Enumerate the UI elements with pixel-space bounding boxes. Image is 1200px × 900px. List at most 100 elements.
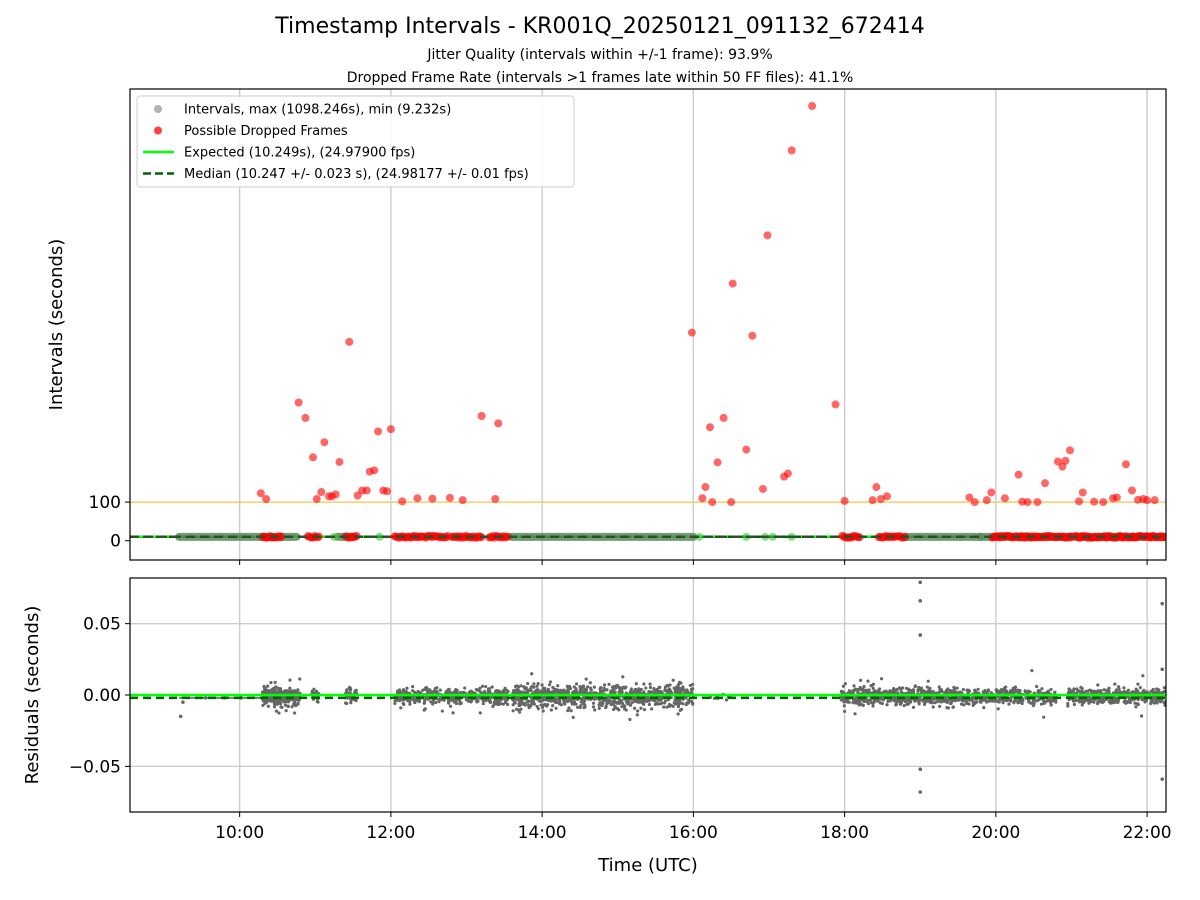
- dropped-frame-point: [1075, 497, 1084, 506]
- residual-point: [546, 687, 551, 692]
- dropped-frame-point: [1065, 446, 1074, 455]
- residual-point: [904, 698, 909, 702]
- residual-point: [439, 695, 443, 699]
- residual-point: [278, 690, 282, 694]
- residual-point: [841, 697, 845, 701]
- residual-point: [556, 688, 560, 692]
- residual-point: [293, 711, 297, 715]
- residual-point: [276, 690, 280, 694]
- residual-point: [553, 687, 557, 691]
- residual-point: [275, 702, 279, 706]
- residual-point: [503, 700, 508, 704]
- residual-point: [609, 702, 613, 707]
- residual-point: [345, 701, 349, 706]
- residual-point: [669, 703, 673, 708]
- residual-point: [935, 700, 940, 704]
- residual-point: [592, 685, 596, 689]
- residual-point: [653, 702, 658, 706]
- residual-point: [290, 705, 294, 709]
- residual-point: [984, 696, 988, 700]
- residual-point: [624, 708, 628, 712]
- residual-point: [1089, 689, 1094, 693]
- residual-point: [618, 688, 622, 692]
- residual-point: [597, 706, 601, 710]
- residual-point: [648, 685, 653, 690]
- residual-point: [989, 691, 993, 695]
- dropped-frame-point: [1121, 460, 1130, 469]
- residual-point: [523, 687, 527, 691]
- residual-point: [898, 702, 902, 706]
- residual-point: [434, 700, 438, 705]
- residual-point: [917, 702, 921, 706]
- residual-point: [525, 700, 530, 704]
- residual-point: [937, 690, 941, 694]
- residual-point: [1075, 687, 1079, 691]
- residual-point: [899, 690, 904, 694]
- residual-point: [876, 699, 880, 703]
- residual-point: [481, 701, 485, 706]
- residual-point: [421, 688, 425, 692]
- residual-point: [530, 684, 534, 689]
- residual-point: [583, 705, 587, 709]
- residual-point: [1001, 701, 1005, 705]
- residual-point: [353, 689, 358, 693]
- residual-point: [588, 681, 592, 685]
- y-tick-label: 0.00: [83, 686, 121, 706]
- residual-point: [447, 687, 451, 691]
- residual-point: [931, 705, 935, 709]
- residual-point: [862, 684, 866, 689]
- residual-point: [584, 677, 588, 681]
- residual-point: [918, 790, 923, 794]
- residual-point: [293, 697, 297, 701]
- residual-point: [628, 703, 633, 707]
- residual-point: [1053, 690, 1057, 694]
- residual-point: [843, 682, 847, 686]
- residual-point: [658, 685, 662, 689]
- residual-point: [840, 690, 844, 694]
- residual-point: [345, 688, 349, 692]
- residual-point: [1133, 701, 1137, 705]
- residual-point: [859, 702, 863, 706]
- residual-point: [953, 698, 957, 703]
- residual-point: [853, 688, 857, 692]
- residual-point: [918, 767, 923, 771]
- residual-point: [584, 691, 588, 695]
- residual-point: [1118, 691, 1122, 695]
- residual-point: [679, 689, 683, 693]
- residual-point: [679, 701, 683, 705]
- y-tick-label: 0: [110, 532, 121, 552]
- residual-point: [591, 705, 596, 709]
- residual-point: [298, 677, 302, 681]
- x-tick-label: 20:00: [971, 823, 1020, 843]
- residual-point: [1009, 696, 1013, 700]
- residual-point: [870, 691, 874, 695]
- dropped-frame-point: [1162, 533, 1166, 542]
- dropped-frame-point: [1143, 496, 1152, 505]
- residual-point: [593, 708, 597, 712]
- legend-label: Expected (10.249s), (24.97900 fps): [184, 146, 415, 161]
- residual-point: [634, 682, 638, 686]
- dropped-frame-point: [428, 494, 437, 503]
- residual-point: [911, 705, 916, 709]
- residual-point: [423, 700, 427, 704]
- residual-point: [487, 686, 492, 691]
- residual-point: [536, 682, 540, 686]
- residual-point: [621, 685, 626, 689]
- residual-point: [1030, 669, 1034, 673]
- dropped-frame-point: [763, 231, 772, 240]
- residual-point: [684, 703, 688, 707]
- residual-point: [644, 686, 648, 690]
- residual-point: [996, 707, 1000, 711]
- residual-point: [491, 704, 495, 709]
- residual-point: [597, 703, 601, 707]
- residual-point: [939, 700, 943, 704]
- dropped-frame-point: [698, 494, 707, 503]
- residual-point: [503, 697, 507, 701]
- residual-point: [856, 701, 860, 705]
- residual-point: [411, 689, 415, 693]
- residual-point: [927, 690, 931, 695]
- residual-point: [591, 701, 596, 705]
- residual-point: [921, 699, 925, 703]
- residual-point: [942, 699, 946, 704]
- residual-point: [1025, 690, 1029, 695]
